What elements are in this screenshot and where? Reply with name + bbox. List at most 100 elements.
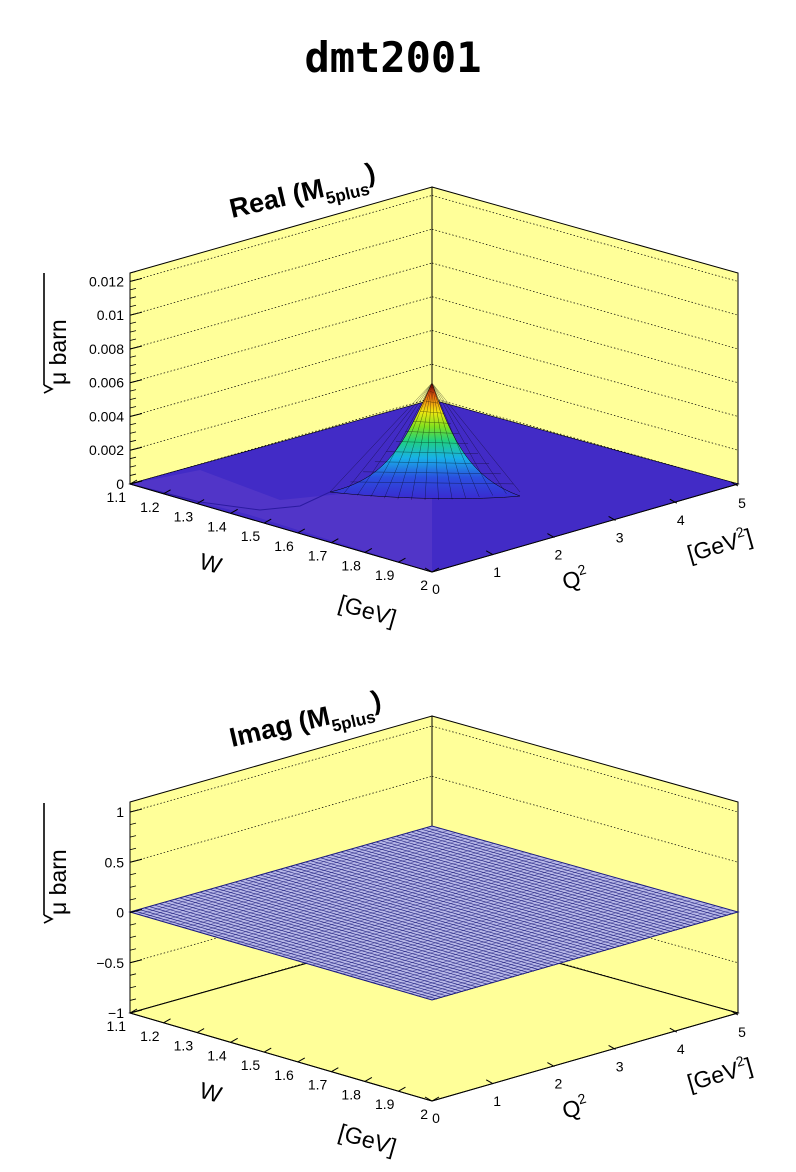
q2-tick-mark bbox=[730, 481, 739, 487]
w-tick-label: 1.1 bbox=[107, 489, 127, 505]
w-tick-label: 1.6 bbox=[274, 1067, 294, 1083]
mesh-line bbox=[258, 862, 563, 951]
w-tick-label: 1.1 bbox=[107, 1018, 127, 1034]
z-minor-tick bbox=[129, 372, 137, 375]
w-tick-label: 2 bbox=[420, 1106, 428, 1122]
w-axis-ticks: 1.1 1.2 1.3 1.4 1.5 1.6 1.7 1.8 1.9 2 bbox=[107, 1008, 440, 1122]
z-minor-tick bbox=[129, 898, 137, 901]
mesh-line bbox=[374, 461, 490, 464]
mesh-line bbox=[363, 892, 670, 982]
z-minor-tick bbox=[129, 363, 137, 367]
w-tick-label: 1.6 bbox=[274, 538, 294, 554]
z-minor-tick bbox=[129, 860, 137, 863]
mesh-line bbox=[431, 382, 466, 499]
surface-mesh bbox=[329, 382, 521, 501]
z-tick-label: 0.002 bbox=[89, 442, 124, 458]
w-tick-mark bbox=[230, 1037, 238, 1043]
z-minor-tick bbox=[129, 431, 137, 434]
z-tick-label: 0 bbox=[116, 905, 124, 921]
w-tick-mark bbox=[331, 538, 339, 544]
mesh-line bbox=[212, 849, 517, 938]
z-tick-label: −0.5 bbox=[96, 955, 124, 971]
z-minor-tick bbox=[129, 465, 137, 468]
svg-text:μ barn: μ barn bbox=[45, 319, 71, 385]
mesh-line bbox=[329, 382, 433, 493]
z-axis-ticks: 0 0.002 0.004 0.006 0.008 0.01 0.012 bbox=[89, 271, 143, 492]
z-minor-tick bbox=[129, 835, 137, 838]
w-tick-mark bbox=[331, 1067, 339, 1073]
surface-peak bbox=[329, 382, 521, 499]
z-minor-tick bbox=[129, 822, 137, 825]
z-tick-label: 0.012 bbox=[89, 273, 124, 289]
mesh-line bbox=[350, 481, 514, 485]
mesh-line bbox=[384, 382, 433, 499]
surface-shade bbox=[130, 470, 432, 572]
z-minor-tick bbox=[129, 330, 137, 333]
mesh-line bbox=[395, 441, 469, 444]
mesh-line bbox=[235, 856, 540, 944]
z-minor-tick bbox=[129, 287, 137, 291]
gridlines bbox=[129, 195, 739, 485]
w-axis-label: W bbox=[197, 1077, 225, 1108]
w-axis-ticks: 1.1 1.2 1.3 1.4 1.5 1.6 1.7 1.8 1.9 2 bbox=[107, 479, 440, 593]
mesh-line bbox=[431, 382, 453, 500]
mesh-line bbox=[370, 382, 433, 498]
mesh-line bbox=[250, 860, 555, 949]
w-axis-line bbox=[129, 1012, 433, 1102]
mesh-line bbox=[431, 382, 507, 494]
mesh-line bbox=[363, 471, 501, 475]
z-tick-label: 0 bbox=[116, 476, 124, 492]
w-tick-mark bbox=[297, 528, 306, 534]
imag-surface-plot: −1 −0.5 0 0.5 1 1.1 1.2 1.3 1.4 1.5 1.6 1.7 1.8 1.9 2… bbox=[43, 685, 756, 1160]
q2-tick-label: 5 bbox=[738, 1024, 746, 1040]
z-minor-tick bbox=[129, 885, 137, 888]
z-gridline-right bbox=[431, 330, 739, 417]
mesh-line bbox=[429, 390, 435, 394]
w-tick-mark bbox=[398, 1086, 406, 1092]
mesh-line bbox=[409, 905, 716, 995]
w-tick-mark bbox=[163, 1018, 171, 1024]
z-gridline-right bbox=[431, 725, 739, 813]
z-minor-tick bbox=[129, 279, 137, 282]
q2-tick-mark bbox=[424, 1096, 433, 1102]
mesh-line bbox=[371, 895, 677, 984]
z-minor-tick bbox=[129, 406, 137, 409]
z-gridline-right bbox=[431, 195, 739, 282]
z-minor-tick bbox=[129, 423, 137, 426]
mesh-line bbox=[280, 869, 586, 957]
mesh-line bbox=[197, 845, 501, 933]
mesh-line bbox=[431, 382, 494, 496]
w-tick-label: 1.4 bbox=[207, 1047, 227, 1063]
mesh-line bbox=[160, 834, 463, 922]
mesh-line bbox=[228, 854, 532, 942]
mesh-line bbox=[343, 382, 433, 494]
mesh-line bbox=[356, 382, 433, 496]
mesh-line bbox=[326, 882, 631, 971]
z-minor-tick bbox=[129, 985, 137, 989]
q2-tick-label: 2 bbox=[555, 547, 563, 563]
w-tick-mark bbox=[196, 499, 205, 504]
q2-axis-unit: [GeV2] bbox=[684, 1051, 756, 1096]
w-tick-label: 1.7 bbox=[308, 548, 328, 564]
z-minor-tick bbox=[129, 960, 137, 964]
z-minor-tick bbox=[129, 948, 137, 951]
w-tick-mark bbox=[364, 1077, 373, 1082]
w-tick-mark bbox=[364, 548, 373, 553]
z-minor-tick bbox=[129, 935, 137, 939]
mesh-line bbox=[416, 907, 723, 997]
mesh-line bbox=[401, 903, 708, 993]
mesh-line bbox=[273, 867, 578, 955]
mesh-line bbox=[205, 847, 509, 935]
mesh-line bbox=[220, 852, 524, 940]
mesh-line bbox=[413, 421, 451, 424]
w-tick-label: 1.5 bbox=[241, 528, 261, 544]
z-minor-tick bbox=[129, 321, 137, 325]
q2-axis-label: Q2 bbox=[559, 561, 592, 595]
w-tick-mark bbox=[163, 489, 171, 495]
z-gridline-right bbox=[431, 775, 739, 863]
q2-tick-label: 1 bbox=[493, 1093, 501, 1109]
w-axis-line bbox=[129, 483, 433, 573]
q2-tick-label: 1 bbox=[493, 564, 501, 580]
mesh-line bbox=[431, 382, 480, 498]
w-tick-label: 1.7 bbox=[308, 1077, 328, 1093]
